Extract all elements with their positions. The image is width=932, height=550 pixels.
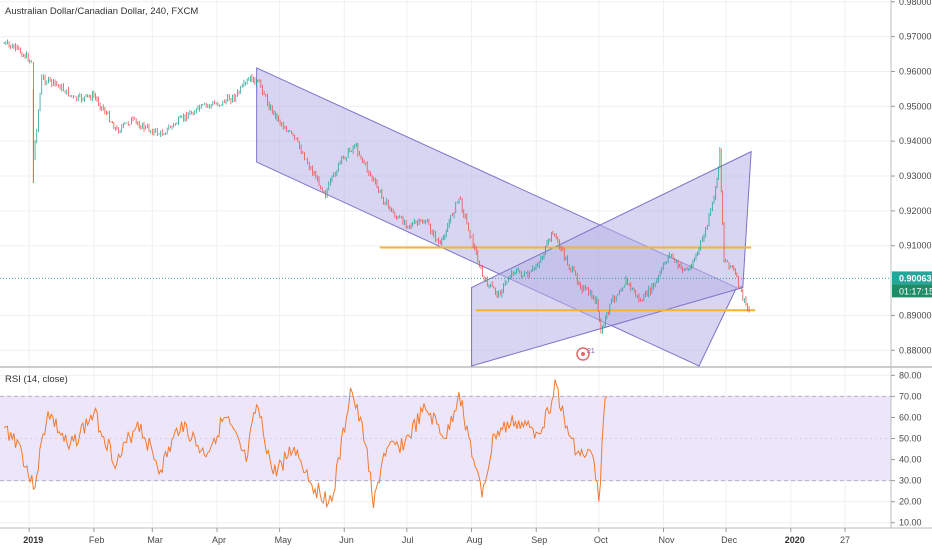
rsi-tick-label: 70.00 — [899, 391, 922, 401]
earnings-event-marker[interactable]: 21 — [576, 347, 595, 361]
time-axis[interactable]: 2019 Feb Mar Apr May Jun Jul Aug Sep Oct Nov Dec 202… — [23, 528, 850, 545]
time-tick-label: 27 — [840, 535, 850, 545]
rsi-tick-label: 40.00 — [899, 455, 922, 465]
price-tick-label: 0.89000 — [899, 310, 932, 320]
rsi-tick-label: 50.00 — [899, 434, 922, 444]
last-price-value: 0.90063 — [899, 273, 932, 283]
price-tick-label: 0.88000 — [899, 345, 932, 355]
countdown-badge — [892, 284, 932, 298]
rsi-tick-label: 80.00 — [899, 370, 922, 380]
price-tick-label: 0.96000 — [899, 66, 932, 76]
rsi-series — [3, 379, 608, 509]
rsi-line — [3, 379, 608, 509]
bar-countdown: 01:17:15 — [899, 286, 932, 296]
time-tick-label: 2019 — [23, 535, 43, 545]
time-tick-label: Oct — [594, 535, 609, 545]
rsi-tick-label: 60.00 — [899, 412, 922, 422]
rsi-title: RSI (14, close) — [5, 374, 68, 385]
time-tick-label: Sep — [531, 535, 547, 545]
drawings-layer — [0, 67, 891, 367]
rsi-tick-label: 20.00 — [899, 497, 922, 507]
rsi-tick-label: 10.00 — [899, 518, 922, 528]
time-tick-label: May — [275, 535, 293, 545]
time-tick-label: Jun — [339, 535, 354, 545]
price-tick-label: 0.98000 — [899, 0, 932, 7]
price-tick-label: 0.94000 — [899, 136, 932, 146]
rsi-axis[interactable]: 80.00 70.00 60.00 50.00 40.00 30.00 20.00 10.00 — [891, 370, 922, 528]
event-marker-count: 21 — [587, 348, 595, 355]
time-tick-label: Nov — [659, 535, 676, 545]
price-axis[interactable]: 0.98000 0.97000 0.96000 0.95000 0.94000 0.930… — [891, 0, 932, 355]
time-tick-label: Dec — [721, 535, 738, 545]
rsi-tick-label: 30.00 — [899, 476, 922, 486]
event-marker-dot — [581, 352, 585, 356]
time-tick-label: Mar — [147, 535, 163, 545]
last-price-badge — [892, 271, 932, 285]
time-tick-label: 2020 — [785, 535, 805, 545]
last-price-label: 0.90063 01:17:15 — [892, 271, 932, 298]
ascending-channel — [471, 150, 752, 367]
time-tick-label: Feb — [89, 535, 105, 545]
price-tick-label: 0.91000 — [899, 241, 932, 251]
price-tick-label: 0.93000 — [899, 171, 932, 181]
symbol-title: Australian Dollar/Canadian Dollar, 240, … — [5, 6, 198, 17]
time-tick-label: Apr — [212, 535, 226, 545]
time-tick-label: Aug — [467, 535, 483, 545]
price-tick-label: 0.95000 — [899, 101, 932, 111]
price-tick-label: 0.92000 — [899, 206, 932, 216]
time-tick-label: Jul — [402, 535, 414, 545]
price-series — [3, 39, 750, 334]
price-tick-label: 0.97000 — [899, 32, 932, 42]
